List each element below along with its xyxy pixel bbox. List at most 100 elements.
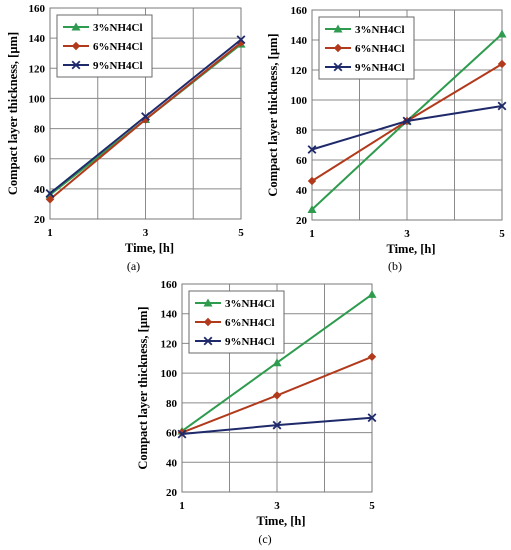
x-tick-label: 3 — [274, 500, 280, 512]
y-tick-label: 40 — [166, 457, 178, 469]
chart-panel-1: 20 40 60 80 100 120 140 160 1 3 5 Time, [h] Compact … — [6, 3, 246, 273]
panel-label: (c) — [258, 532, 271, 546]
panel-label: (b) — [388, 259, 402, 273]
legend-entry: 9%NH4Cl — [325, 62, 405, 74]
legend-marker — [71, 22, 81, 31]
data-point — [272, 420, 282, 430]
y-tick-label: 60 — [34, 154, 46, 166]
x-tick-label: 5 — [238, 227, 244, 239]
legend-label: 9%NH4Cl — [355, 62, 405, 74]
chart-panel-2: 20 40 60 80 100 120 140 160 1 3 5 Time, [h] Compact … — [266, 5, 507, 273]
data-point — [307, 205, 317, 213]
data-point — [45, 195, 55, 204]
legend-marker — [71, 60, 81, 70]
y-tick-label: 80 — [166, 398, 178, 410]
legend-label: 6%NH4Cl — [355, 43, 405, 55]
x-axis-label: Time, [h] — [386, 242, 435, 256]
legend-label: 3%NH4Cl — [225, 298, 275, 310]
y-tick-label: 160 — [29, 3, 46, 15]
y-axis-label: Compact layer thickness, [µm] — [266, 33, 280, 196]
panel-label: (a) — [127, 259, 140, 273]
series-3 — [177, 413, 377, 439]
data-point — [497, 29, 507, 38]
legend: 3%NH4Cl 6%NH4Cl 9%NH4Cl — [318, 16, 415, 80]
legend-marker — [333, 24, 343, 33]
y-tick-label: 20 — [166, 487, 178, 499]
y-tick-label: 20 — [34, 214, 46, 226]
chart-panel-3: 20 40 60 80 100 120 140 160 1 3 5 Time, [h] Compact … — [136, 279, 377, 546]
y-tick-label: 60 — [166, 428, 178, 440]
legend-entry: 6%NH4Cl — [195, 317, 275, 329]
legend-entry: 3%NH4Cl — [325, 24, 405, 36]
y-tick-label: 120 — [161, 338, 178, 350]
legend: 3%NH4Cl 6%NH4Cl 9%NH4Cl — [56, 14, 153, 78]
data-point — [497, 59, 507, 69]
data-point — [272, 391, 282, 400]
y-axis-label: Compact layer thickness, [µm] — [136, 306, 150, 469]
series-3 — [45, 35, 246, 198]
y-tick-label: 160 — [291, 5, 308, 17]
legend-marker — [333, 43, 343, 53]
data-point — [141, 115, 150, 124]
legend-entry: 6%NH4Cl — [325, 43, 405, 55]
plot-frame — [49, 7, 242, 220]
y-tick-label: 100 — [291, 95, 308, 107]
data-point — [177, 429, 187, 439]
legend-entry: 6%NH4Cl — [63, 41, 143, 53]
x-tick-label: 5 — [499, 228, 505, 240]
y-tick-label: 80 — [34, 124, 46, 136]
legend-marker — [203, 298, 213, 307]
y-tick-label: 140 — [29, 33, 46, 45]
y-tick-label: 80 — [296, 125, 308, 137]
legend-marker — [71, 41, 81, 51]
data-point — [236, 38, 246, 47]
x-tick-label: 3 — [143, 227, 149, 239]
legend: 3%NH4Cl 6%NH4Cl 9%NH4Cl — [188, 290, 285, 354]
legend-label: 6%NH4Cl — [225, 317, 275, 329]
legend-label: 9%NH4Cl — [93, 60, 143, 72]
data-point — [307, 176, 317, 186]
x-tick-label: 1 — [309, 228, 315, 240]
x-tick-label: 1 — [47, 227, 53, 239]
x-axis-label: Time, [h] — [125, 241, 174, 255]
data-point — [307, 145, 317, 154]
y-tick-label: 100 — [29, 93, 46, 105]
legend-marker — [203, 336, 213, 346]
plot-frame — [181, 283, 373, 493]
legend-entry: 3%NH4Cl — [195, 298, 275, 310]
data-point — [236, 35, 246, 45]
series-2 — [45, 38, 246, 204]
y-tick-label: 40 — [34, 184, 46, 196]
x-tick-label: 1 — [179, 500, 185, 512]
data-point — [367, 413, 377, 423]
y-tick-label: 60 — [296, 155, 308, 167]
data-point — [367, 352, 377, 361]
y-axis-label: Compact layer thickness, [µm] — [6, 32, 20, 195]
data-point — [402, 116, 412, 126]
data-point — [367, 289, 377, 298]
y-tick-label: 20 — [296, 215, 308, 227]
legend-entry: 9%NH4Cl — [195, 336, 275, 348]
y-tick-label: 140 — [291, 35, 308, 47]
y-tick-label: 120 — [291, 65, 308, 77]
data-point — [497, 101, 507, 111]
legend-marker — [203, 317, 213, 327]
x-axis-label: Time, [h] — [256, 514, 305, 528]
y-tick-label: 140 — [161, 309, 178, 321]
x-tick-label: 5 — [369, 500, 375, 512]
legend-label: 3%NH4Cl — [355, 24, 405, 36]
plot-frame — [311, 9, 503, 221]
y-tick-label: 160 — [161, 279, 178, 291]
legend-entry: 3%NH4Cl — [63, 22, 143, 34]
legend-label: 6%NH4Cl — [93, 41, 143, 53]
legend-entry: 9%NH4Cl — [63, 60, 143, 72]
data-point — [45, 188, 55, 198]
data-point — [141, 112, 150, 121]
y-tick-label: 100 — [161, 368, 178, 380]
data-point — [272, 358, 282, 367]
legend-label: 9%NH4Cl — [225, 336, 275, 348]
legend-marker — [333, 62, 343, 72]
series-3 — [307, 101, 507, 154]
legend-label: 3%NH4Cl — [93, 22, 143, 34]
